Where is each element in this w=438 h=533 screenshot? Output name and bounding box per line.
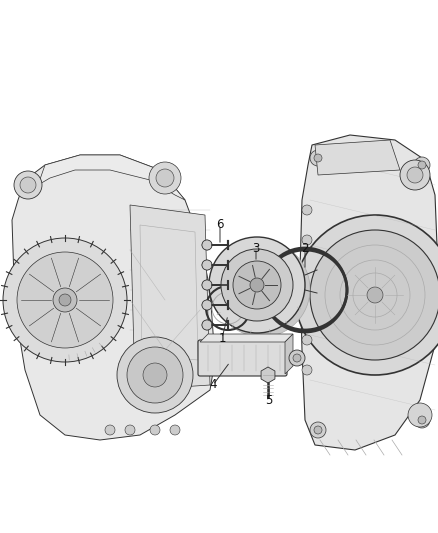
Text: 6: 6	[216, 219, 224, 231]
Circle shape	[202, 240, 212, 250]
FancyBboxPatch shape	[198, 340, 287, 376]
Circle shape	[202, 280, 212, 290]
Polygon shape	[12, 155, 215, 440]
Polygon shape	[315, 140, 400, 175]
Circle shape	[367, 287, 383, 303]
Circle shape	[149, 162, 181, 194]
Polygon shape	[38, 155, 185, 200]
Circle shape	[59, 294, 71, 306]
Circle shape	[314, 426, 322, 434]
Circle shape	[53, 288, 77, 312]
Circle shape	[156, 169, 174, 187]
Polygon shape	[200, 334, 293, 342]
Circle shape	[117, 337, 193, 413]
Circle shape	[150, 425, 160, 435]
Circle shape	[202, 280, 212, 290]
Circle shape	[214, 241, 310, 337]
Circle shape	[233, 261, 281, 309]
Polygon shape	[300, 135, 438, 450]
Circle shape	[125, 425, 135, 435]
Polygon shape	[261, 367, 275, 383]
Text: 2: 2	[301, 241, 309, 254]
Circle shape	[289, 350, 305, 366]
Circle shape	[105, 425, 115, 435]
Circle shape	[250, 278, 264, 292]
Circle shape	[202, 320, 212, 330]
Text: 5: 5	[265, 393, 273, 407]
Circle shape	[295, 215, 438, 375]
Circle shape	[202, 300, 212, 310]
Circle shape	[202, 240, 212, 250]
Circle shape	[400, 160, 430, 190]
Circle shape	[202, 300, 212, 310]
Circle shape	[418, 416, 426, 424]
Circle shape	[293, 354, 301, 362]
Circle shape	[202, 260, 212, 270]
Text: 4: 4	[209, 378, 217, 392]
Circle shape	[302, 205, 312, 215]
Circle shape	[310, 150, 326, 166]
Circle shape	[127, 347, 183, 403]
Text: 3: 3	[252, 241, 260, 254]
Polygon shape	[130, 205, 210, 390]
Circle shape	[414, 412, 430, 428]
Circle shape	[3, 238, 127, 362]
Circle shape	[407, 167, 423, 183]
Circle shape	[302, 235, 312, 245]
Polygon shape	[285, 334, 293, 374]
Circle shape	[310, 422, 326, 438]
Circle shape	[202, 320, 212, 330]
Circle shape	[209, 237, 305, 333]
Circle shape	[143, 363, 167, 387]
Circle shape	[418, 161, 426, 169]
Text: 1: 1	[218, 332, 226, 344]
Circle shape	[202, 260, 212, 270]
Circle shape	[14, 171, 42, 199]
Circle shape	[408, 403, 432, 427]
Circle shape	[17, 252, 113, 348]
Circle shape	[20, 177, 36, 193]
Circle shape	[221, 249, 293, 321]
Circle shape	[302, 365, 312, 375]
Circle shape	[302, 335, 312, 345]
Circle shape	[310, 230, 438, 360]
Circle shape	[314, 154, 322, 162]
Circle shape	[170, 425, 180, 435]
Circle shape	[414, 157, 430, 173]
